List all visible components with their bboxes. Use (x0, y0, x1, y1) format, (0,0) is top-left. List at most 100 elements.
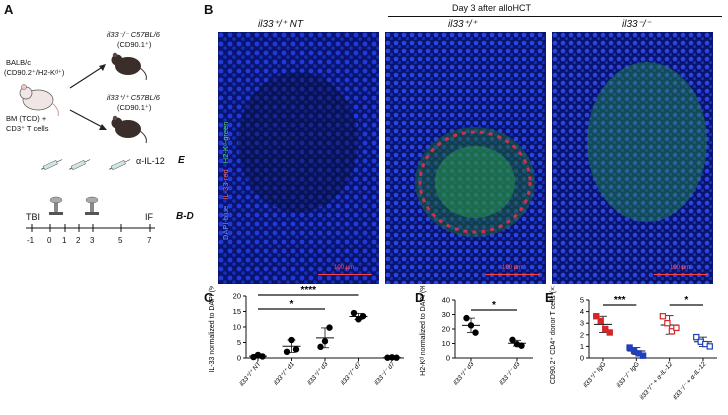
y-tick-label: 0 (237, 354, 241, 363)
data-point (355, 316, 362, 323)
data-point (518, 342, 525, 349)
svg-text:DAPI-blue IL-33-red H2: DAPI-blue IL-33-red H2-Kᵈ-green (221, 122, 230, 240)
x-tick-label: il33⁻/⁻ d7 (373, 360, 396, 386)
chart-c: 0 5 10 15 20 IL-33 normalized to DAPI (%) il33… (209, 286, 404, 388)
data-point (593, 313, 600, 320)
y-axis-label: CD90.2⁺ CD4⁺ donor T cells (×10⁴) (550, 286, 557, 384)
y-tick-label: 10 (233, 323, 241, 332)
panel-e-letter: E (545, 290, 554, 305)
x-tick-label: il33⁺/⁺ + α-IL-12 (639, 360, 675, 401)
data-point (317, 343, 324, 351)
donor-line1: BALB/c (6, 58, 32, 67)
data-point (393, 354, 400, 361)
data-point (597, 317, 604, 325)
data-point (706, 343, 713, 350)
scale-bar-label: 100 μm (502, 265, 523, 271)
data-point (359, 312, 367, 320)
timeline-axis (26, 224, 155, 232)
y-tick-label: 20 (233, 292, 241, 301)
y-tick-label: 40 (442, 296, 450, 305)
y-tick-label: 15 (233, 307, 241, 316)
micrograph-nt (218, 32, 379, 284)
y-tick-label: 10 (442, 339, 450, 348)
significance-label: **** (300, 286, 316, 296)
y-tick-label: 0 (446, 354, 450, 363)
data-point (606, 329, 613, 336)
x-tick-label: il33⁻/⁻ + α-IL-12 (672, 360, 708, 401)
micrograph-il33-wt (385, 32, 546, 284)
significance-label: *** (614, 295, 626, 306)
y-tick-label: 20 (442, 325, 450, 334)
panel-b-letter: B (204, 2, 214, 17)
x-tick-label: il33⁻/⁻ IgG (616, 361, 641, 389)
scale-bar-line (486, 274, 540, 275)
chart-e: 0 1 2 3 4 5 CD90.2⁺ CD4⁺ donor T cells (×10⁴) i… (550, 286, 717, 401)
graft-line2: CD3⁺ T cells (6, 124, 49, 133)
panel-d-letter: D (415, 290, 425, 305)
data-point (467, 322, 475, 329)
data-point (673, 324, 680, 332)
panel-a-schematic (19, 52, 155, 232)
panel-b-channel-labels: DAPI-blue IL-33-red H2-Kᵈ-green (221, 122, 230, 240)
y-tick-label: 30 (442, 310, 450, 319)
panel-b-header-line (388, 16, 722, 17)
treatment-label: α-IL-12 (136, 156, 165, 166)
microscope-icon (49, 196, 63, 215)
timeline-tick-label: -1 (27, 236, 35, 245)
data-point (350, 309, 358, 317)
x-tick-label: il33⁺/⁺ IgG (582, 361, 607, 389)
timeline-tick-label: 7 (147, 236, 152, 245)
panel-b-col3-title: il33⁻/⁻ (622, 19, 651, 30)
significance-label: * (684, 295, 688, 306)
scale-bar-line (654, 274, 708, 275)
data-point (472, 329, 479, 336)
data-point (693, 333, 700, 341)
panel-c-letter: C (204, 290, 214, 305)
data-point (668, 328, 676, 335)
data-point (259, 353, 266, 360)
data-point (288, 336, 295, 344)
il33-channel-label: IL-33-red (221, 169, 230, 199)
micrograph-il33-ko (552, 32, 713, 284)
panel-a-letter: A (4, 2, 14, 17)
panel-b-col1-title: il33⁺/⁺ NT (258, 19, 304, 30)
recipient-mouse-top-icon (111, 52, 147, 81)
tbi-label: TBI (26, 212, 41, 222)
y-tick-label: 0 (580, 354, 584, 363)
y-tick-label: 2 (580, 330, 584, 339)
y-tick-label: 3 (580, 319, 584, 328)
y-tick-label: 5 (237, 338, 241, 347)
x-tick-label: il33⁺/⁺ d7 (340, 360, 363, 386)
timeline-tick-label: 5 (118, 236, 123, 245)
syringe-icon (41, 159, 63, 171)
significance-label: * (492, 300, 496, 311)
transplant-arrow-down-icon (69, 109, 107, 130)
significance-label: * (290, 299, 294, 310)
if-panel-ref: B-D (176, 211, 194, 222)
x-tick-label: il33⁺/⁺ NT (238, 360, 263, 388)
recipient-top-line2: (CD90.1⁺) (117, 40, 152, 49)
timeline-tick-label: 3 (90, 236, 95, 245)
donor-line2: (CD90.2⁺/H2-Kᵈ⁺) (4, 68, 65, 77)
donor-mouse-icon (19, 84, 59, 117)
timeline-tick-label: 2 (76, 236, 81, 245)
timeline-tick-label: 1 (62, 236, 67, 245)
syringe-icon (69, 159, 91, 171)
x-tick-label: il33⁺/⁺ d1 (273, 360, 296, 386)
recipient-top-line1: il33⁻/⁻ C57BL/6 (107, 30, 160, 39)
y-axis-label: IL-33 normalized to DAPI (%) (209, 286, 216, 373)
scale-bar-label: 100 μm (670, 265, 691, 271)
data-point (602, 325, 609, 333)
x-tick-label: il33⁻/⁻ d3 (498, 360, 521, 386)
scale-bar-line (318, 274, 372, 275)
timeline-tick-label: 0 (47, 236, 52, 245)
microscope-icon (85, 196, 99, 215)
y-tick-label: 4 (580, 307, 584, 316)
data-point (283, 348, 291, 356)
syringe-icon (109, 159, 131, 171)
y-tick-label: 5 (580, 296, 584, 305)
recipient-bottom-line1: il33⁺/⁺ C57BL/6 (107, 93, 160, 102)
data-point (509, 336, 516, 344)
data-point (664, 319, 671, 327)
x-tick-label: il33⁺/⁺ d3 (452, 360, 475, 386)
